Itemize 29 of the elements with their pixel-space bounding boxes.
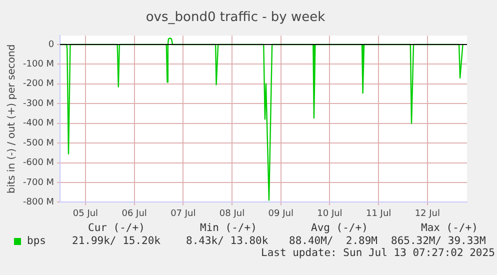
y-tick-label: -300 M	[22, 98, 54, 109]
x-tick-label: 08 Jul	[219, 208, 245, 219]
x-tick-label: 11 Jul	[366, 208, 392, 219]
text: Avg (-/+)	[311, 222, 368, 234]
y-tick-label: -400 M	[22, 118, 54, 129]
text: Min (-/+)	[200, 222, 257, 234]
text: 88.40M/ 2.89M	[289, 235, 378, 247]
y-tick-label: -600 M	[22, 158, 54, 168]
y-tick-label: -700 M	[22, 178, 54, 188]
text: Cur (-/+)	[88, 222, 145, 234]
text: Max (-/+)	[421, 222, 478, 234]
y-tick-label: -500 M	[22, 138, 54, 148]
text: 21.99k/ 15.20k	[72, 235, 161, 247]
y-tick-label: 0	[48, 40, 54, 50]
text: 865.32M/ 39.33M	[391, 235, 486, 247]
x-tick-label: 12 Jul	[414, 208, 440, 219]
chart-title: ovs_bond0 traffic - by week	[146, 10, 326, 26]
x-tick-label: 09 Jul	[268, 208, 294, 219]
y-axis-title: bits in (-) / out (+) per second	[6, 44, 18, 194]
y-tick-label: -800 M	[22, 198, 54, 208]
x-tick-label: 05 Jul	[72, 208, 98, 219]
text: Last update: Sun Jul 13 07:27:02 2025	[261, 247, 495, 259]
x-tick-label: 06 Jul	[122, 208, 147, 219]
y-tick-label: -200 M	[22, 79, 54, 90]
x-tick-label: 10 Jul	[317, 208, 342, 219]
text: 8.43k/ 13.80k	[186, 235, 268, 247]
legend-label: bps	[27, 235, 46, 247]
y-tick-label: -100 M	[22, 60, 54, 70]
x-tick-label: 07 Jul	[170, 208, 196, 219]
